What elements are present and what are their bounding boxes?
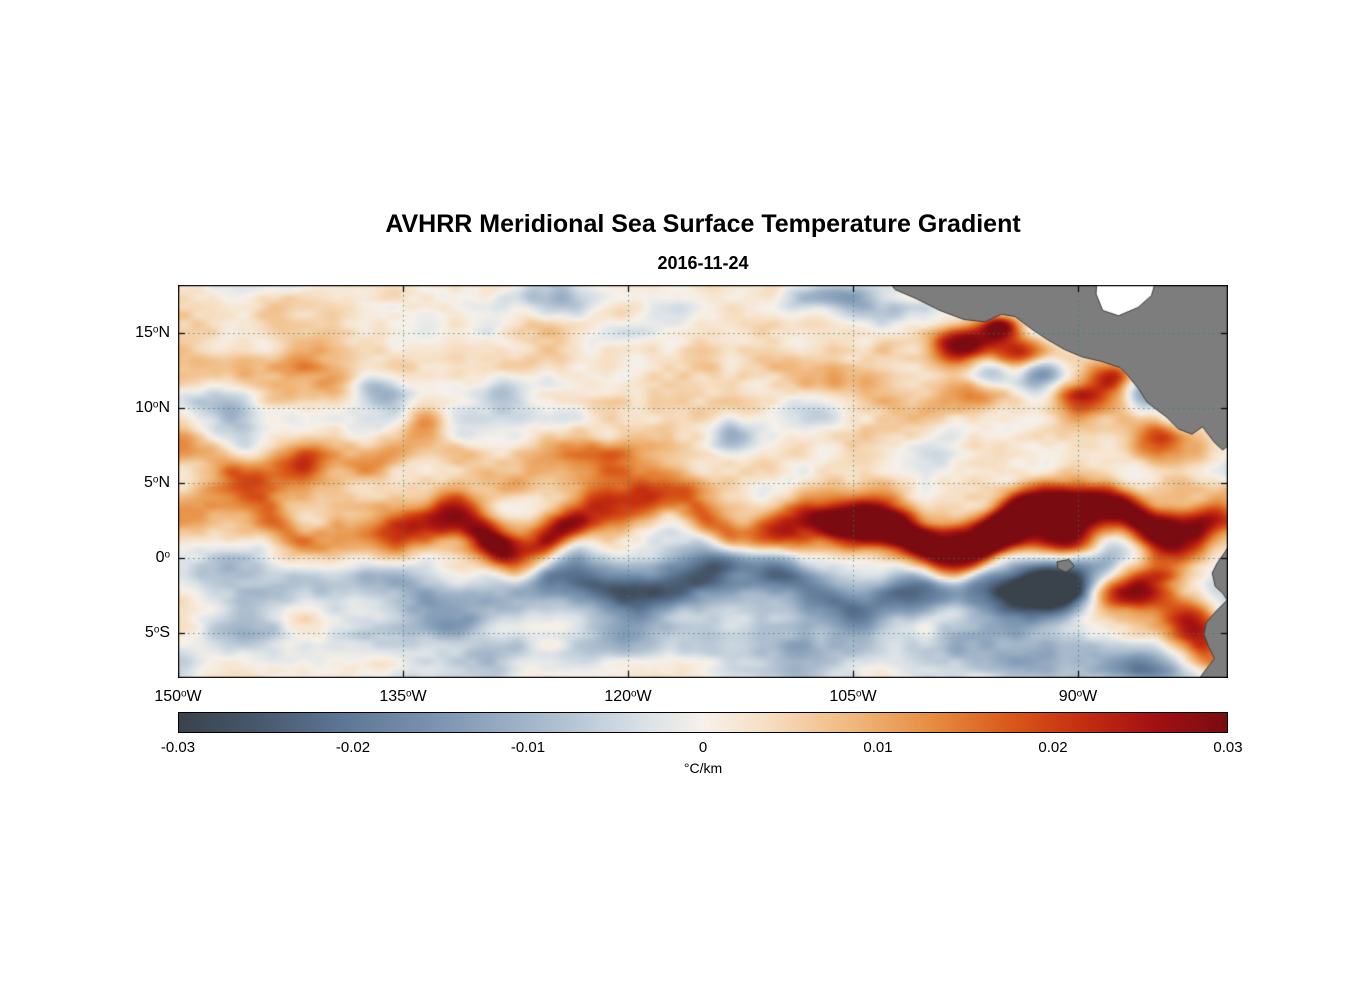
y-tick-label: 5oN [144,474,170,491]
colorbar-tick-label: 0.02 [1038,739,1068,756]
colorbar-tick-label: -0.03 [160,739,196,756]
x-tick-label: 150oW [154,688,202,705]
x-tick-label: 120oW [604,688,652,705]
colorbar-tick-label: -0.01 [510,739,546,756]
sst-gradient-heatmap [178,285,1228,678]
colorbar-tick-label: 0 [698,739,708,756]
colorbar-unit-label: °C/km [683,760,723,776]
chart-title: AVHRR Meridional Sea Surface Temperature… [385,210,1021,238]
x-tick-label: 105oW [829,688,877,705]
y-tick-label: 10oN [135,399,170,416]
y-tick-label: 0o [155,549,170,566]
y-tick-label: 15oN [135,324,170,341]
colorbar-tick-label: 0.01 [863,739,893,756]
x-tick-label: 90oW [1058,688,1098,705]
colorbar-tick-label: -0.02 [335,739,371,756]
y-tick-label: 5oS [144,624,170,641]
chart-date-subtitle: 2016-11-24 [657,253,749,273]
x-tick-label: 135oW [379,688,427,705]
colorbar-gradient [178,712,1228,733]
colorbar-tick-label: 0.03 [1213,739,1243,756]
